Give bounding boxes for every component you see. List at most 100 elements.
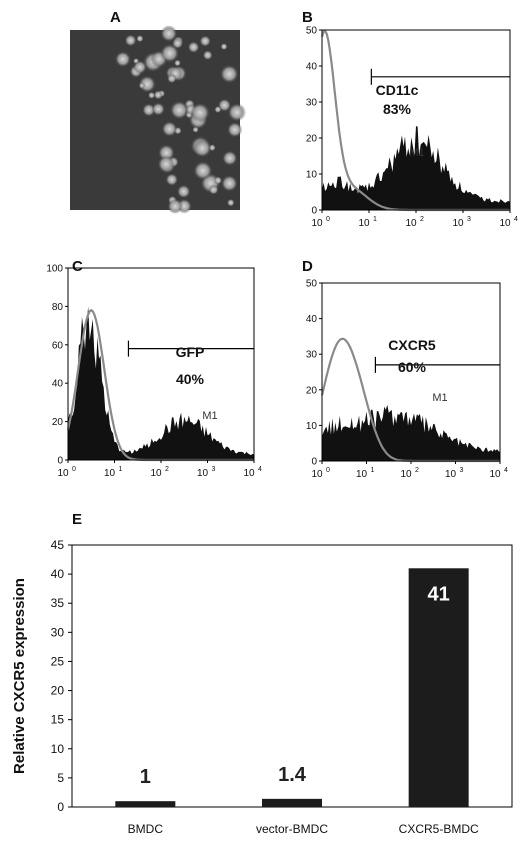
histogram-b-x-ticks: 10 0 10 1 10 2 10 3 10 4 — [311, 210, 518, 229]
x-tick-label: 10 — [311, 218, 323, 229]
x-category-label: vector-BMDC — [256, 822, 328, 836]
histogram-d-stained — [322, 404, 500, 461]
y-tick-label: 15 — [51, 713, 65, 727]
histogram-c-gate-label: M1 — [202, 410, 217, 422]
y-tick-label: 20 — [52, 417, 64, 428]
histogram-c-y-ticks: 0 20 40 60 80 100 — [46, 264, 68, 467]
x-category-label: CXCR5-BMDC — [399, 822, 479, 836]
cell — [151, 102, 165, 116]
cell — [227, 103, 246, 122]
x-tick-exponent: 1 — [373, 216, 377, 223]
y-tick-label: 25 — [51, 654, 65, 668]
bar-chart-categories: BMDC vector-BMDC CXCR5-BMDC — [128, 822, 479, 836]
x-tick-label: 10 — [57, 468, 69, 479]
micrograph — [70, 25, 246, 214]
x-tick-exponent: 2 — [420, 216, 424, 223]
bar — [115, 801, 176, 807]
x-tick-label: 10 — [452, 218, 464, 229]
bar-value-label: 1 — [140, 766, 151, 788]
panel-e-label: E — [72, 511, 82, 528]
cell — [214, 176, 222, 185]
y-tick-label: 10 — [306, 421, 318, 432]
bar — [262, 798, 322, 807]
cell — [115, 51, 131, 68]
x-tick-label: 10 — [499, 218, 511, 229]
y-tick-label: 20 — [51, 684, 65, 698]
x-tick-exponent: 0 — [326, 467, 330, 474]
cell — [167, 198, 183, 214]
cell — [199, 35, 211, 47]
y-tick-label: 30 — [306, 98, 318, 109]
x-tick-exponent: 4 — [258, 466, 262, 473]
x-tick-label: 10 — [489, 469, 501, 480]
histogram-d-percent: 60% — [398, 359, 427, 375]
y-tick-label: 35 — [51, 596, 65, 610]
cell — [167, 73, 177, 84]
cell — [161, 121, 178, 137]
panel-b-label: B — [302, 9, 313, 26]
bar-value-label: 41 — [428, 583, 450, 605]
y-tick-label: 30 — [306, 350, 318, 361]
cell — [193, 139, 212, 158]
bar-chart-y-axis-label: Relative CXCR5 expression — [11, 578, 28, 774]
x-tick-exponent: 2 — [415, 467, 419, 474]
cell — [220, 64, 239, 84]
y-tick-label: 30 — [51, 625, 65, 639]
y-tick-label: 40 — [51, 567, 65, 581]
y-tick-label: 40 — [306, 314, 318, 325]
stained-histogram — [322, 404, 500, 461]
cell — [202, 50, 213, 61]
panel-a-label: A — [110, 9, 121, 26]
x-tick-label: 10 — [445, 469, 457, 480]
x-tick-exponent: 1 — [371, 467, 375, 474]
cell — [138, 82, 146, 89]
x-tick-exponent: 3 — [460, 467, 464, 474]
cell — [170, 100, 189, 120]
histogram-b-gate-label: M1 — [409, 147, 424, 159]
histogram-d-x-ticks: 10 0 10 1 10 2 10 3 10 4 — [311, 461, 508, 480]
x-tick-exponent: 1 — [119, 466, 123, 473]
bar-chart-bars: 1 1.4 41 — [115, 568, 469, 807]
panel-d-label: D — [302, 258, 313, 275]
stained-histogram — [68, 306, 254, 460]
bar-chart-y-ticks: 0 5 10 15 20 25 30 35 40 45 — [51, 538, 72, 814]
cell — [208, 184, 219, 195]
x-tick-exponent: 3 — [212, 466, 216, 473]
cell — [218, 98, 231, 112]
cell — [174, 59, 181, 67]
y-tick-label: 100 — [46, 264, 63, 275]
cell — [214, 106, 222, 113]
cell — [220, 43, 228, 51]
x-tick-exponent: 4 — [514, 216, 518, 223]
x-tick-label: 10 — [358, 218, 370, 229]
x-tick-label: 10 — [311, 469, 323, 480]
x-category-label: BMDC — [128, 822, 164, 836]
cell — [177, 184, 191, 199]
x-tick-exponent: 3 — [467, 216, 471, 223]
y-tick-label: 10 — [306, 170, 318, 181]
y-tick-label: 50 — [306, 279, 318, 290]
cell — [157, 155, 175, 173]
histogram-b-gate — [370, 68, 510, 85]
histogram-b-y-ticks: 0 10 20 30 40 50 — [306, 26, 322, 217]
micrograph-cells — [115, 25, 246, 214]
cell — [187, 41, 200, 53]
x-tick-exponent: 2 — [165, 466, 169, 473]
cell — [142, 103, 156, 117]
bar-chart: 0 5 10 15 20 25 30 35 40 45 1 1.4 41 BMDC vector-BMD… — [11, 538, 513, 836]
histogram-b-percent: 83% — [383, 101, 412, 117]
x-tick-label: 10 — [243, 468, 255, 479]
histogram-d-gate — [374, 356, 500, 373]
histogram-c-x-ticks: 10 0 10 1 10 2 10 3 10 4 — [57, 460, 262, 479]
y-tick-label: 10 — [51, 742, 65, 756]
histogram-d-y-ticks: 0 10 20 30 40 50 — [306, 279, 322, 468]
y-tick-label: 20 — [306, 385, 318, 396]
stained-histogram — [322, 126, 510, 210]
x-tick-label: 10 — [104, 468, 116, 479]
bar-value-label: 1.4 — [278, 764, 307, 786]
histogram-c-marker: GFP — [176, 344, 205, 360]
y-tick-label: 40 — [306, 62, 318, 73]
cell — [148, 91, 156, 99]
cell — [165, 173, 178, 186]
